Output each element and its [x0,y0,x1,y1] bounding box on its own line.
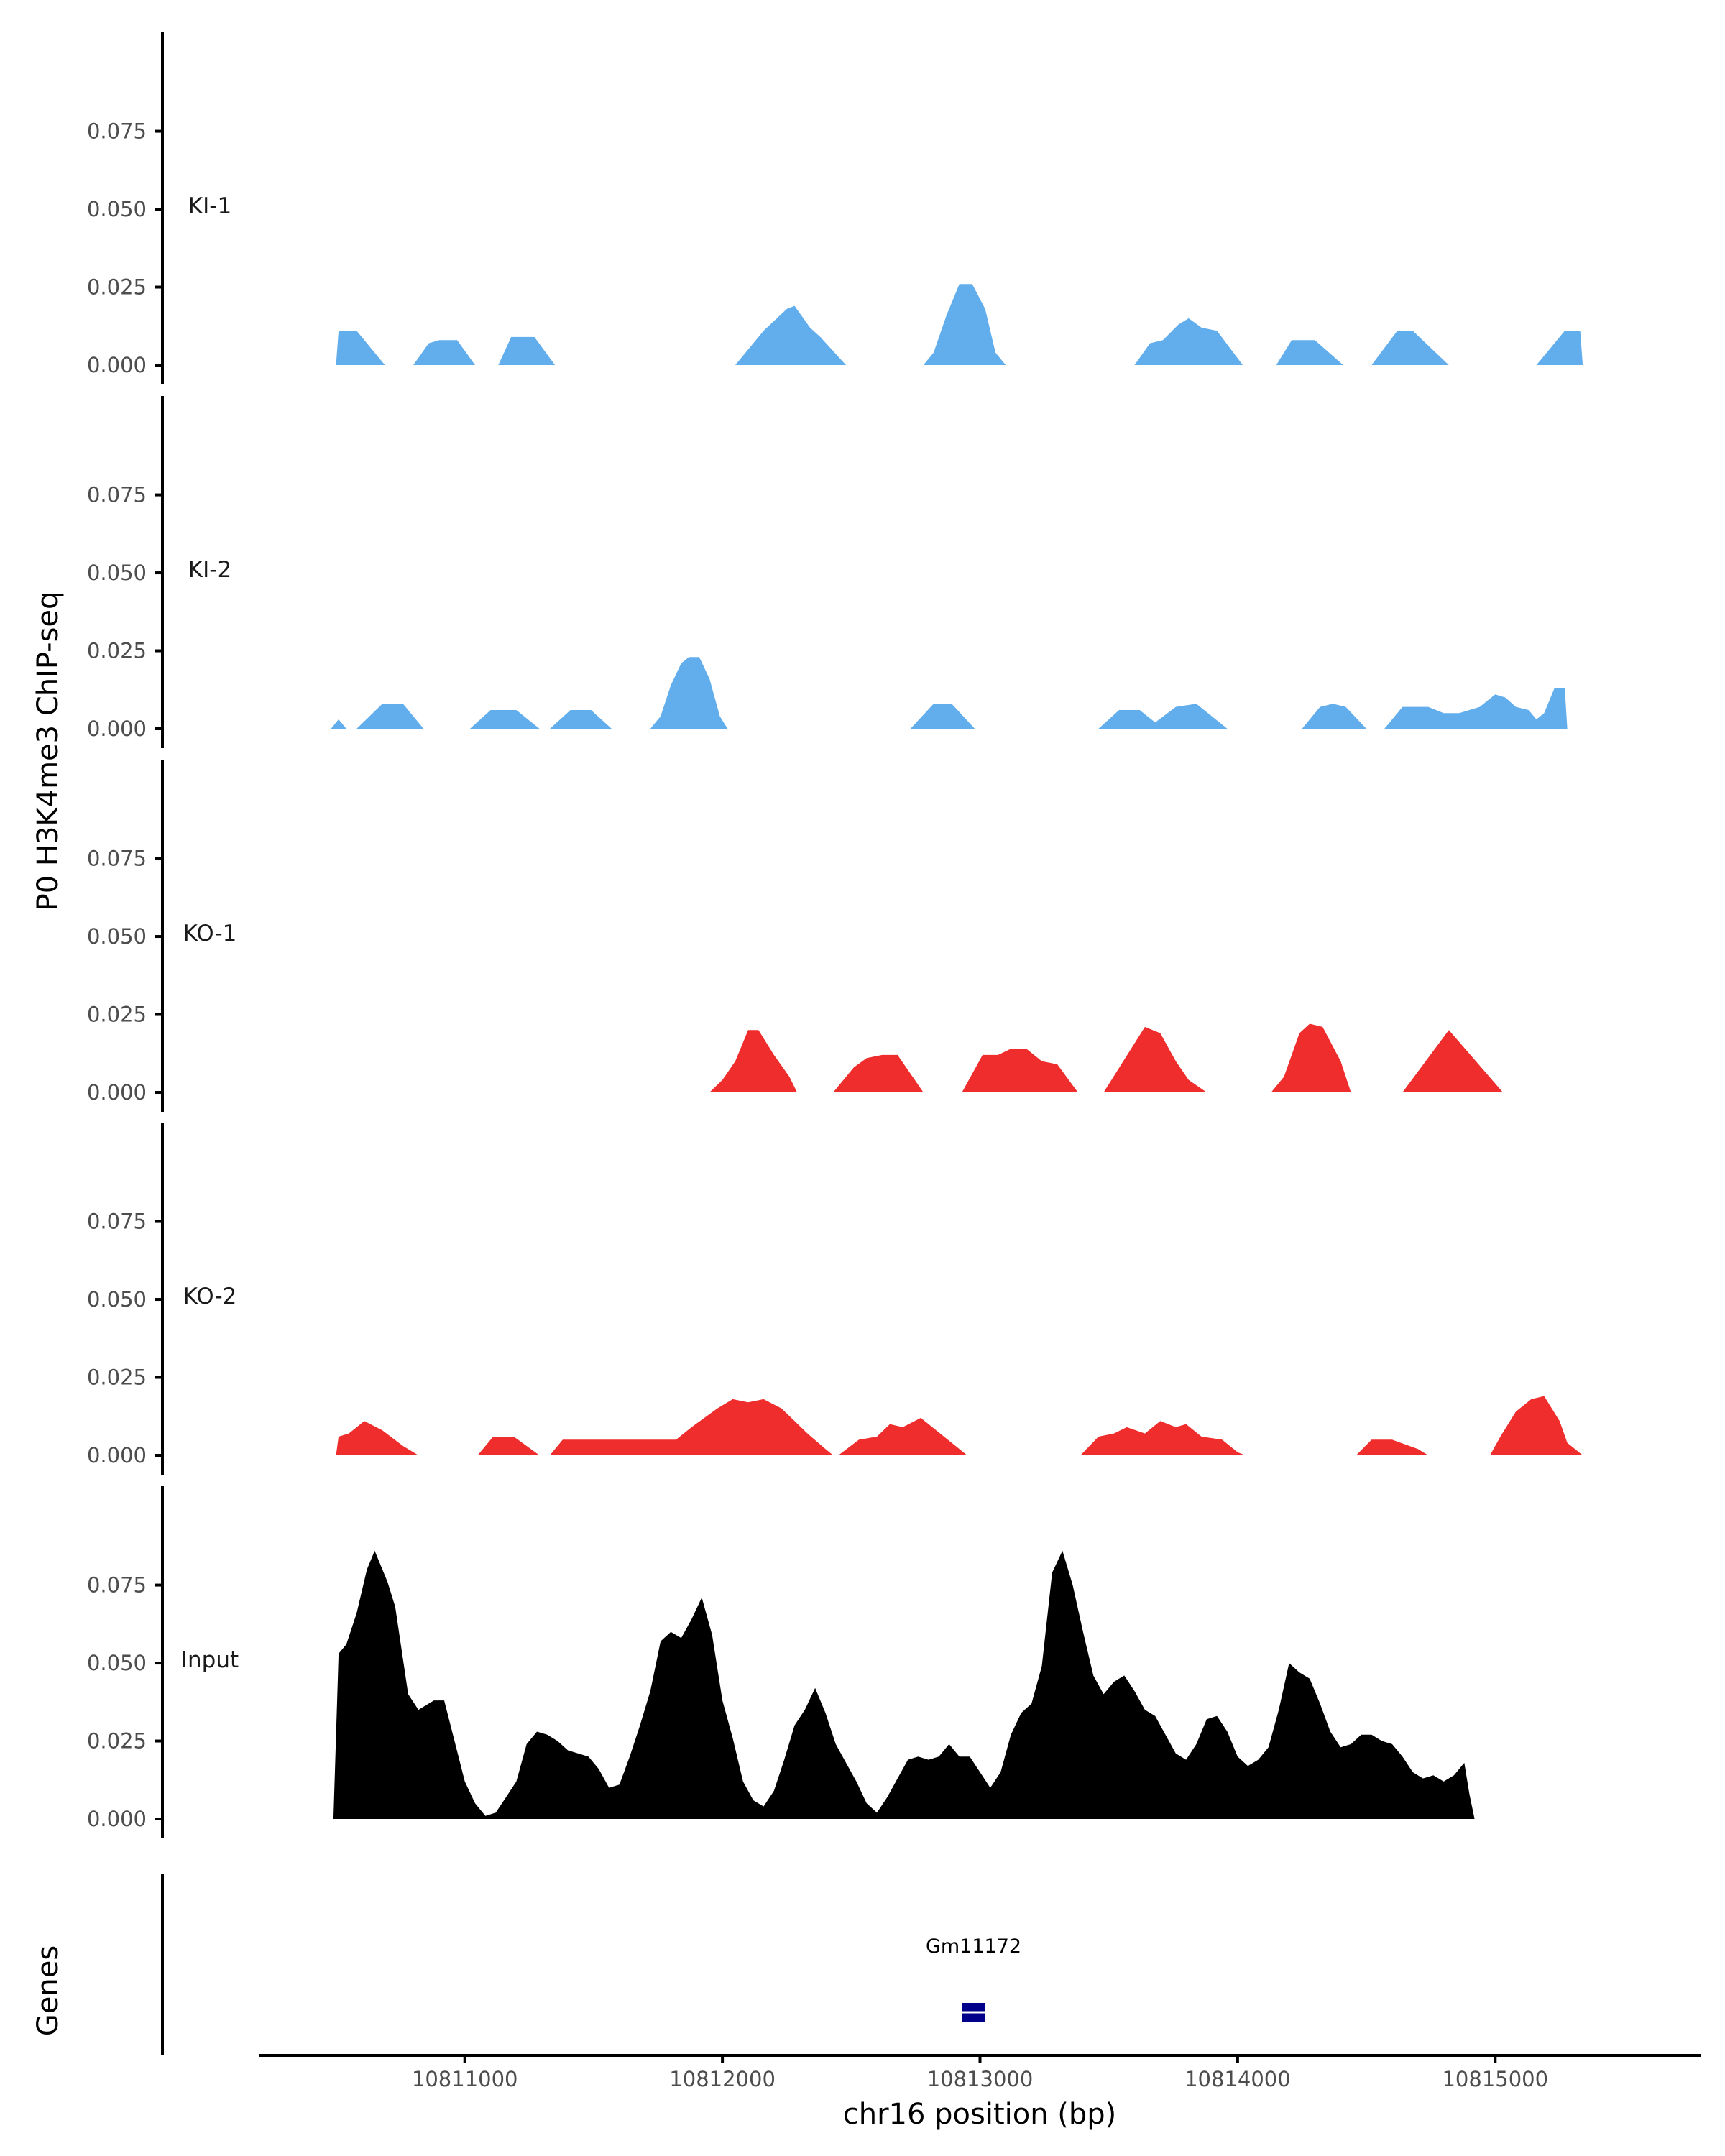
track-ko-2: 0.000 0.025 0.050 0.075 KO-2 [87,1123,1583,1475]
track-input: 0.000 0.025 0.050 0.075 Input [87,1486,1475,1838]
y-tick-label: 0.025 [87,275,147,300]
y-tick-label: 0.050 [87,197,147,221]
signal-area-ki-2 [331,657,1568,729]
y-tick-label: 0.075 [87,483,147,507]
track-ki-2: 0.000 0.025 0.050 0.075 KI-2 [87,396,1568,748]
y-tick-label: 0.000 [87,717,147,741]
track-label: KO-2 [183,1284,237,1309]
y-tick-label: 0.025 [87,639,147,663]
chip-seq-tracks: 0.0000.0250.0500.075KI-10.0000.0250.0500… [87,32,1583,1838]
y-tick-label: 0.075 [87,1573,147,1598]
signal-area-input [333,1550,1475,1819]
gene-label: Gm11172 [926,1935,1021,1958]
y-tick-label: 0.000 [87,1080,147,1105]
x-axis: 10811000 10812000 10813000 10814000 10815000 [259,2054,1701,2091]
x-axis-title: chr16 position (bp) [843,2098,1117,2131]
x-tick-label: 10812000 [669,2067,776,2091]
y-tick-label: 0.075 [87,847,147,871]
genes-axis-title: Genes [32,1945,65,2036]
track-label: KO-1 [183,921,237,946]
track-label: KI-1 [188,193,231,219]
track-label: Input [181,1647,239,1673]
x-tick-label: 10811000 [412,2067,518,2091]
y-tick-label: 0.025 [87,1729,147,1754]
y-tick-label: 0.025 [87,1365,147,1390]
signal-area-ko-2 [336,1396,1583,1455]
track-label: KI-2 [188,557,231,583]
gene-gm11172: Gm11172 [926,1935,1021,2022]
signal-area-ko-1 [709,1023,1504,1092]
x-tick-label: 10815000 [1442,2067,1548,2091]
y-tick-label: 0.025 [87,1003,147,1027]
track-ki-1: 0.000 0.025 0.050 0.075 KI-1 [87,32,1583,384]
y-axis-title: P0 H3K4me3 ChIP-seq [32,591,65,911]
y-tick-label: 0.050 [87,1287,147,1312]
y-tick-label: 0.000 [87,353,147,377]
x-tick-label: 10814000 [1184,2067,1291,2091]
x-tick-label: 10813000 [927,2067,1034,2091]
track-ko-1: 0.000 0.025 0.050 0.075 KO-1 [87,760,1504,1112]
signal-area-ki-1 [336,284,1583,365]
y-tick-label: 0.000 [87,1807,147,1831]
genes-panel: Gm11172 [161,1874,1021,2055]
y-tick-label: 0.075 [87,119,147,144]
y-tick-label: 0.075 [87,1210,147,1234]
y-tick-label: 0.050 [87,561,147,585]
y-tick-label: 0.050 [87,1651,147,1675]
y-tick-label: 0.000 [87,1443,147,1468]
y-tick-label: 0.050 [87,924,147,949]
